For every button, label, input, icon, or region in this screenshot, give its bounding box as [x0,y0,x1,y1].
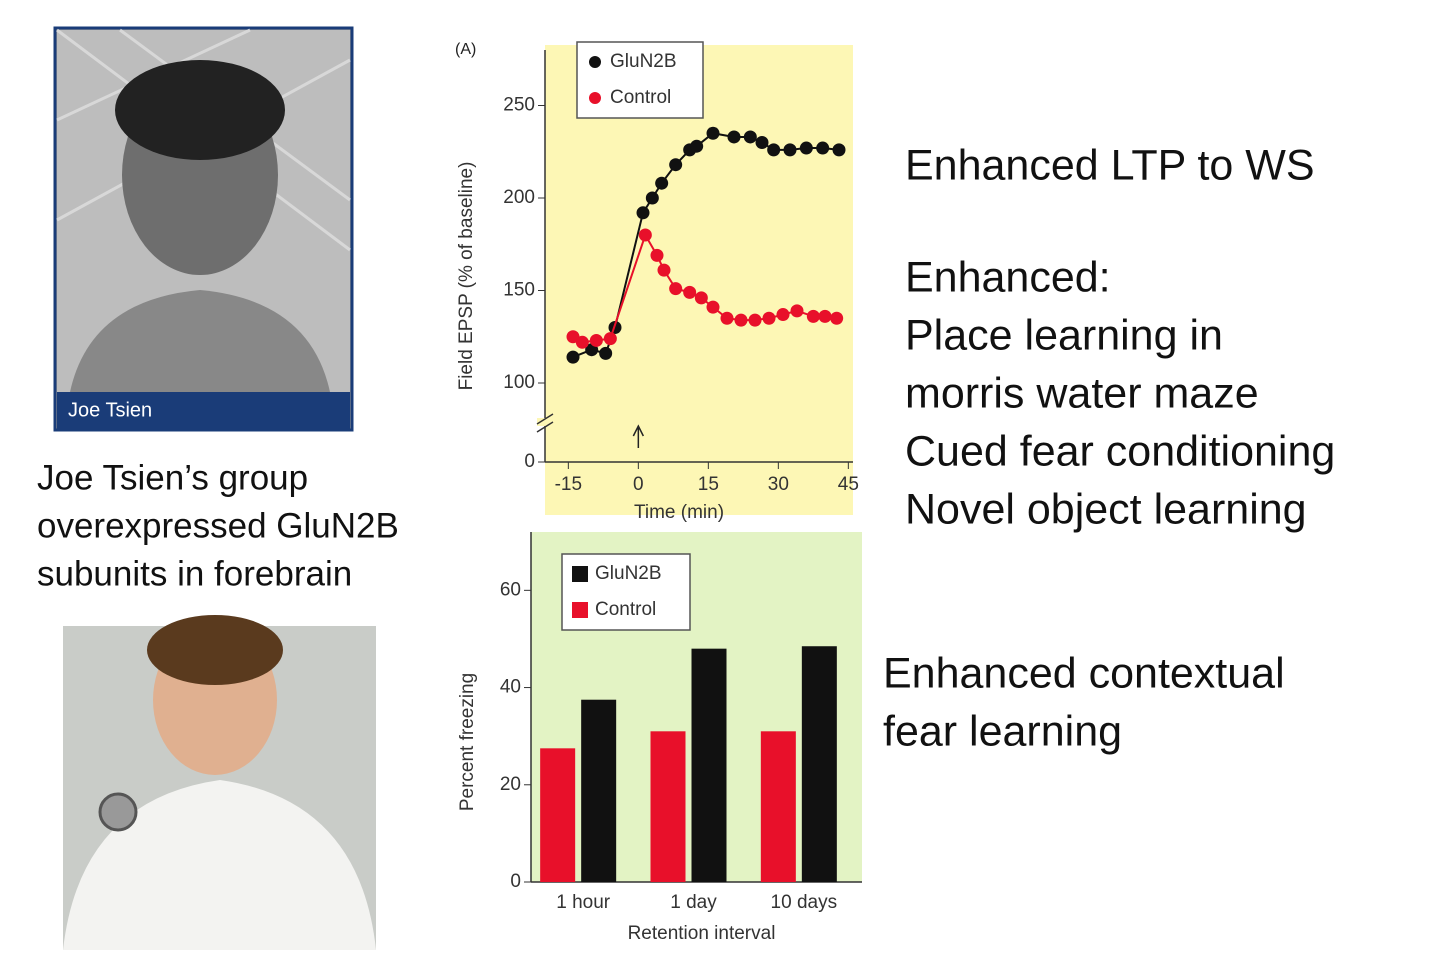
data-point [669,158,683,172]
data-point [636,206,650,220]
enhanced-text: Enhanced: [905,253,1111,301]
photo-caption: Joe Tsien [68,399,152,421]
x-tick-label: 1 hour [556,892,611,913]
axis-break [536,413,554,433]
x-tick-label: 15 [698,474,719,495]
data-point [706,300,720,314]
data-point [830,311,844,325]
contextual-text: Enhanced contextual [883,649,1285,697]
y-tick-label: 250 [503,95,535,116]
enhanced-text: Novel object learning [905,485,1307,533]
plot-bg [545,45,853,515]
data-point [767,143,781,157]
photo-joe-tsien: Joe Tsien [53,26,354,432]
data-point [589,333,603,347]
legend-label: GluN2B [610,51,677,72]
y-tick-label: 0 [510,871,521,892]
bar [581,699,617,882]
y-tick-label: 60 [500,579,521,600]
y-tick-label: 20 [500,774,521,795]
data-point [683,285,697,299]
data-point [748,313,762,327]
data-point [806,309,820,323]
legend-label: Control [610,87,671,108]
data-point [575,335,589,349]
x-tick-label: 45 [838,474,859,495]
legend-swatch [589,92,601,104]
data-point [599,346,613,360]
left-text: subunits in forebrain [37,554,352,593]
data-point [720,311,734,325]
x-tick-label: 0 [633,474,644,495]
data-point [657,263,671,277]
bar [801,646,837,882]
legend-swatch [589,56,601,68]
legend-label: Control [595,599,656,620]
data-point [727,130,741,144]
data-point [776,308,790,322]
data-point [832,143,846,157]
ltp-text: Enhanced LTP to WS [905,141,1315,189]
data-point [645,191,659,205]
data-point [816,141,830,155]
data-point [818,309,832,323]
data-point [694,291,708,305]
data-point [669,282,683,296]
data-point [638,228,652,242]
data-point [755,136,769,149]
bar [540,748,576,882]
x-tick-label: 10 days [771,892,838,913]
enhanced-text: Cued fear conditioning [905,427,1335,475]
panel-label: (A) [455,41,476,58]
data-point [783,143,797,157]
y-tick-label: 40 [500,677,521,698]
enhanced-text: morris water maze [905,369,1259,417]
left-text: overexpressed GluN2B [37,506,399,545]
x-tick-label: 1 day [670,892,717,913]
axis-break-gap [537,418,553,426]
stimulus-arrow [632,424,645,448]
x-axis-label: Time (min) [634,502,724,523]
enhanced-text: Place learning in [905,311,1223,359]
legend-swatch [572,602,588,618]
data-point [790,304,804,318]
legend-box [576,41,704,119]
data-point [799,141,813,155]
x-tick-label: 30 [768,474,789,495]
data-point [762,311,776,325]
data-point [743,130,757,144]
data-point [690,139,704,153]
data-point [650,248,664,262]
left-text: Joe Tsien’s group [37,458,308,497]
legend-swatch [572,566,588,582]
y-axis-label: Percent freezing [457,673,478,811]
y-tick-label: 100 [503,372,535,393]
data-point [706,126,720,140]
photo-doctor [63,615,376,950]
y-tick-label: 0 [524,451,535,472]
y-axis-label: Field EPSP (% of baseline) [456,162,477,391]
bar [650,731,686,882]
x-tick-label: -15 [555,474,582,495]
x-axis-label: Retention interval [628,923,776,944]
contextual-text: fear learning [883,707,1122,755]
data-point [566,350,580,364]
data-point [655,176,669,190]
bar [691,648,727,882]
legend-label: GluN2B [595,563,662,584]
y-tick-label: 150 [503,280,535,301]
data-point [734,313,748,327]
bar [760,731,796,882]
data-point [566,330,580,344]
data-point [603,332,617,346]
y-tick-label: 200 [503,187,535,208]
